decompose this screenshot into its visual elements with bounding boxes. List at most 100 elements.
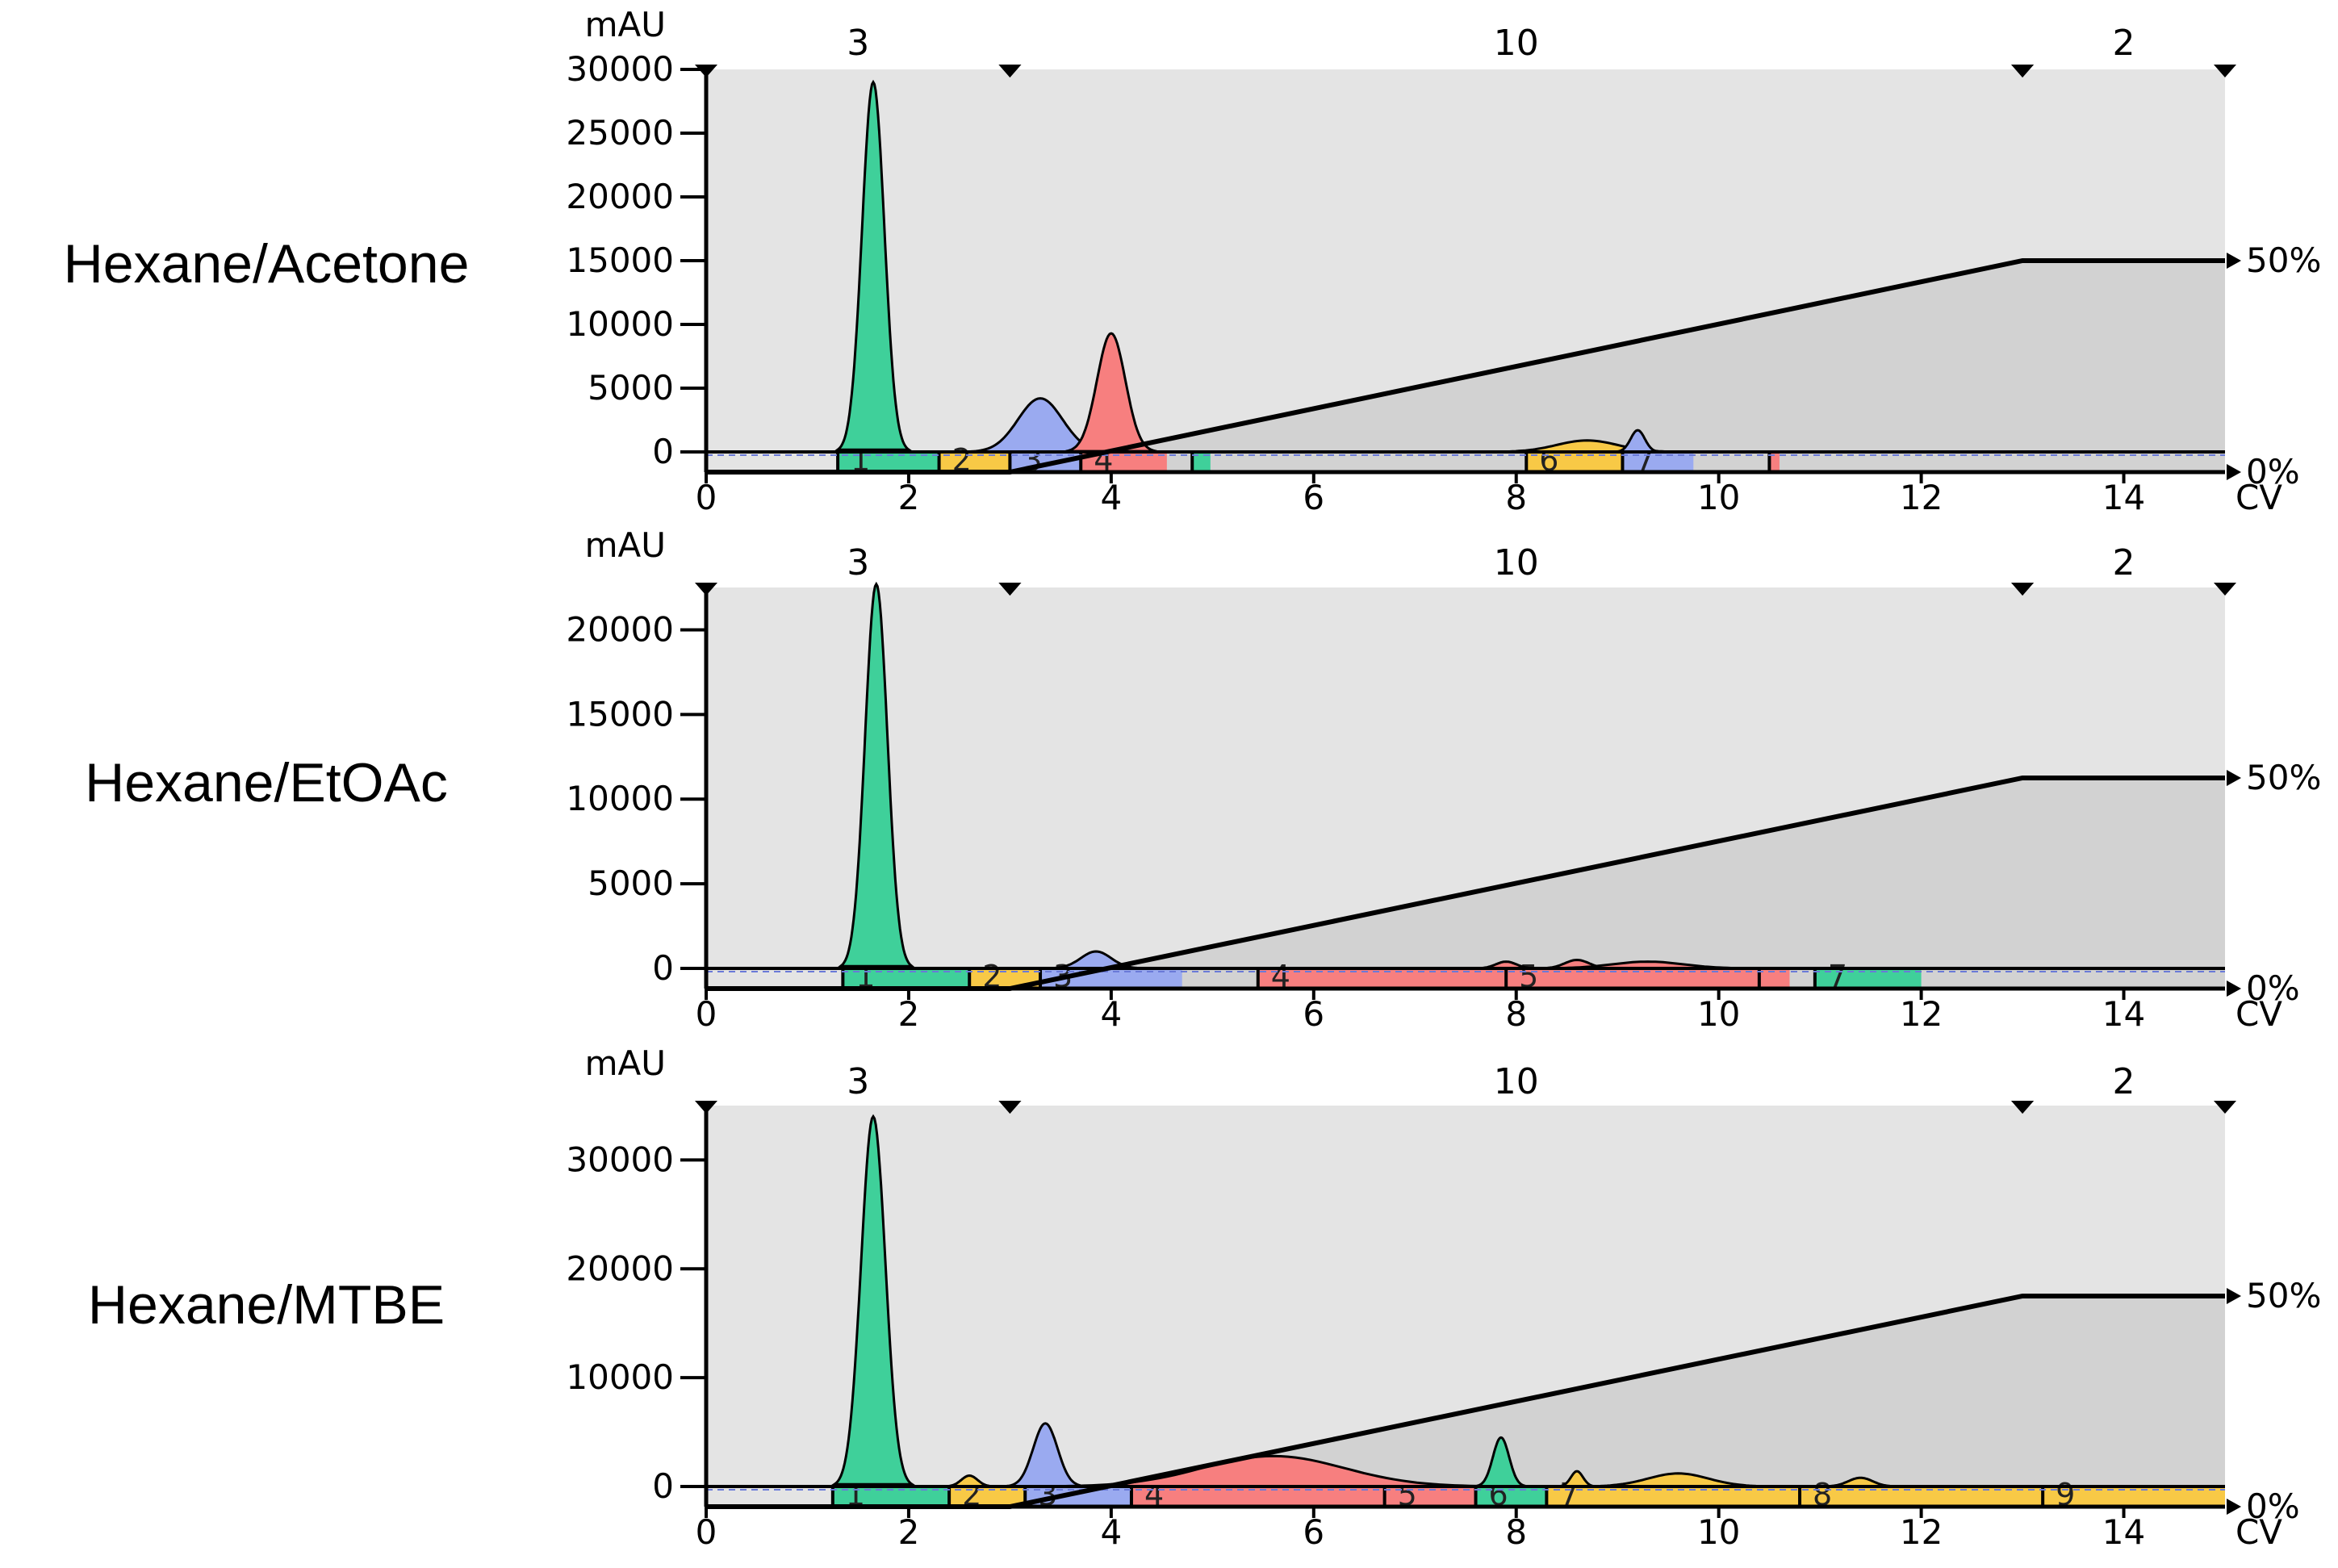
y-tick-label: 5000	[588, 863, 674, 903]
percent-marker	[2227, 981, 2241, 997]
segment-label: 3	[847, 542, 869, 583]
segment-marker	[2011, 65, 2035, 77]
x-tick-label: 6	[1303, 478, 1324, 517]
fraction-bar	[1025, 1485, 1131, 1507]
x-tick-label: 0	[696, 994, 717, 1034]
x-unit-label: CV	[2236, 478, 2282, 517]
gradient-area	[706, 778, 2225, 989]
x-tick-label: 4	[1100, 478, 1122, 517]
fraction-bar	[1192, 450, 1211, 472]
percent-marker	[2227, 1499, 2241, 1515]
y-unit-label: mAU	[585, 1043, 666, 1083]
y-tick-label: 25000	[566, 113, 674, 153]
fraction-bar	[1384, 1485, 1476, 1507]
y-tick-label: 20000	[566, 609, 674, 649]
y-tick-label: 20000	[566, 1248, 674, 1288]
y-tick-label: 0	[652, 948, 674, 988]
segment-marker	[998, 583, 1022, 596]
x-tick-label: 2	[898, 1512, 920, 1552]
x-tick-label: 0	[696, 1512, 717, 1552]
y-tick-label: 20000	[566, 177, 674, 216]
x-tick-label: 14	[2102, 478, 2145, 517]
fraction-bar	[832, 1485, 950, 1507]
percent-label: 50%	[2246, 758, 2321, 797]
segment-marker	[2011, 1101, 2035, 1114]
y-unit-label: mAU	[585, 5, 666, 44]
fraction-bar	[2043, 1485, 2225, 1507]
segment-label: 2	[2113, 1061, 2135, 1102]
x-tick-label: 8	[1505, 478, 1527, 517]
percent-label: 0%	[2246, 452, 2300, 491]
percent-label: 0%	[2246, 968, 2300, 1008]
fraction-bar	[1131, 1485, 1385, 1507]
segment-label: 2	[2113, 542, 2135, 583]
chromatogram-peak	[834, 79, 913, 451]
chromatogram-peak	[1474, 1436, 1528, 1488]
y-tick-label: 10000	[566, 304, 674, 344]
x-tick-label: 8	[1505, 994, 1527, 1034]
x-tick-label: 10	[1697, 1512, 1740, 1552]
x-tick-label: 14	[2102, 1512, 2145, 1552]
segment-marker	[695, 65, 717, 77]
percent-label: 50%	[2246, 1276, 2321, 1315]
panel-label: Hexane/MTBE	[88, 1274, 445, 1336]
fraction-bar	[1506, 967, 1759, 989]
gradient-area	[706, 261, 2225, 472]
segment-marker	[2214, 583, 2236, 596]
percent-marker	[2227, 253, 2241, 269]
y-tick-label: 0	[652, 1466, 674, 1506]
fraction-bar	[838, 450, 939, 472]
panel-label: Hexane/Acetone	[64, 233, 470, 295]
fraction-bar	[1759, 967, 1790, 989]
y-tick-label: 30000	[566, 1139, 674, 1179]
fraction-bar	[1800, 1485, 2043, 1507]
percent-label: 0%	[2246, 1486, 2300, 1526]
fraction-bar	[843, 967, 970, 989]
y-tick-label: 30000	[566, 49, 674, 89]
x-tick-label: 6	[1303, 1512, 1324, 1552]
percent-marker	[2227, 1288, 2241, 1304]
x-tick-label: 12	[1900, 994, 1943, 1034]
segment-label: 10	[1494, 23, 1539, 64]
fraction-bar	[1526, 450, 1623, 472]
fraction-bar	[1814, 967, 1922, 989]
fraction-bar	[1622, 450, 1694, 472]
gradient-area	[706, 1296, 2225, 1507]
x-unit-label: CV	[2236, 1512, 2282, 1552]
chromatogram-peak	[1006, 1422, 1085, 1487]
x-tick-label: 2	[898, 994, 920, 1034]
y-tick-label: 10000	[566, 1357, 674, 1397]
x-tick-label: 8	[1505, 1512, 1527, 1552]
segment-marker	[2214, 1101, 2236, 1114]
percent-marker	[2227, 464, 2241, 480]
fraction-bar	[1475, 1485, 1547, 1507]
segment-label: 10	[1494, 542, 1539, 583]
x-tick-label: 12	[1900, 478, 1943, 517]
segment-label: 10	[1494, 1061, 1539, 1102]
x-tick-label: 4	[1100, 994, 1122, 1034]
y-tick-label: 0	[652, 432, 674, 471]
chromatogram-peak	[1065, 332, 1157, 453]
segment-marker	[2011, 583, 2035, 596]
fraction-bar	[939, 450, 1010, 472]
x-tick-label: 0	[696, 478, 717, 517]
percent-label: 50%	[2246, 240, 2321, 280]
x-unit-label: CV	[2236, 994, 2282, 1034]
segment-marker	[695, 1101, 717, 1114]
x-tick-label: 10	[1697, 478, 1740, 517]
y-tick-label: 5000	[588, 368, 674, 408]
panel-label: Hexane/EtOAc	[85, 752, 448, 813]
chromatogram-peak	[1615, 429, 1661, 454]
y-tick-label: 15000	[566, 240, 674, 280]
segment-marker	[695, 583, 717, 596]
chromatogram-peak	[837, 581, 915, 968]
segment-marker	[998, 65, 1022, 77]
x-tick-label: 2	[898, 478, 920, 517]
x-tick-label: 10	[1697, 994, 1740, 1034]
x-tick-label: 4	[1100, 1512, 1122, 1552]
segment-label: 3	[847, 1061, 869, 1102]
